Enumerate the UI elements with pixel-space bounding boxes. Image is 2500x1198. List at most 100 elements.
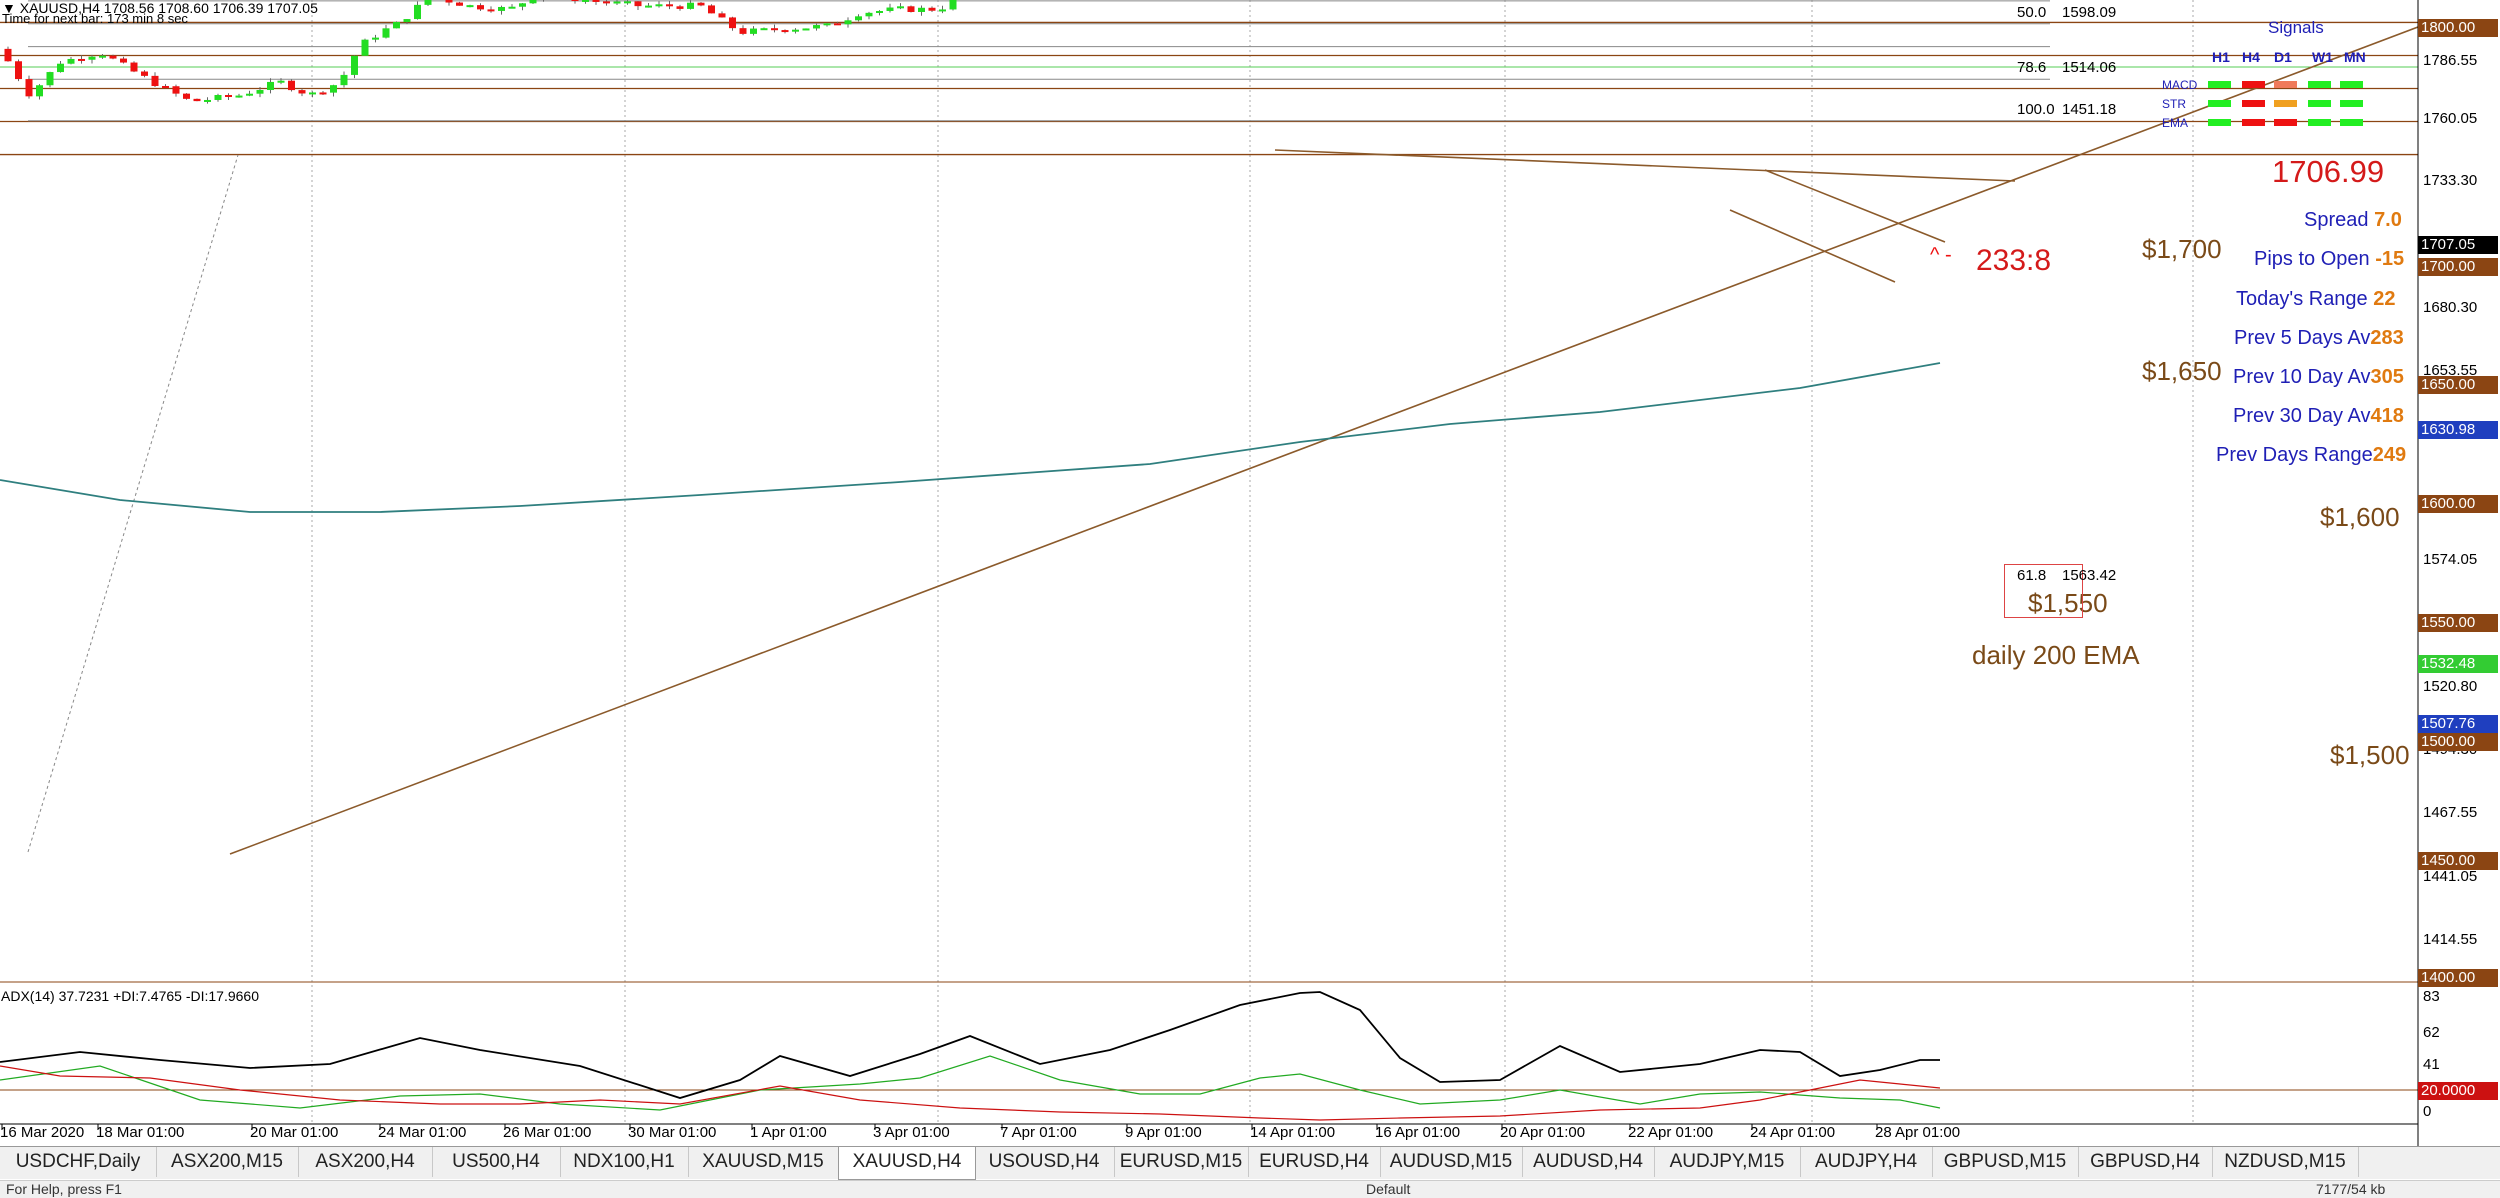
horizontal-levels bbox=[0, 0, 2418, 156]
level-label-1600: $1,600 bbox=[2320, 502, 2400, 532]
price-tick: 1467.55 bbox=[2423, 804, 2478, 821]
tab-eurusd-h4[interactable]: EURUSD,H4 bbox=[1248, 1147, 1381, 1177]
tab-us500-h4[interactable]: US500,H4 bbox=[432, 1147, 561, 1177]
time-tick: 20 Apr 01:00 bbox=[1500, 1124, 1586, 1141]
candle-body bbox=[466, 5, 474, 8]
time-tick-marks bbox=[1, 1124, 1878, 1130]
time-tick: 18 Mar 01:00 bbox=[96, 1124, 185, 1141]
price-tag: 1500.00 bbox=[2418, 733, 2498, 751]
tab-nzdusd-m15[interactable]: NZDUSD,M15 bbox=[2212, 1147, 2359, 1177]
level-label-1500: $1,500 bbox=[2330, 740, 2410, 770]
symbol-line: XAUUSD,H4 1708.56 1708.60 1706.39 1707.0… bbox=[19, 0, 318, 16]
candle-body bbox=[792, 29, 799, 32]
candle-body bbox=[865, 12, 873, 17]
adx-label: ADX(14) 37.7231 +DI:7.4765 -DI:17.9660 bbox=[1, 988, 260, 1004]
tab-usdchf-daily[interactable]: USDCHF,Daily bbox=[0, 1147, 157, 1177]
candle-body bbox=[88, 56, 96, 60]
tab-xauusd-m15[interactable]: XAUUSD,M15 bbox=[688, 1147, 839, 1177]
candle-body bbox=[666, 4, 673, 7]
time-tick: 16 Apr 01:00 bbox=[1375, 1124, 1461, 1141]
level-label-1700: $1,700 bbox=[2142, 234, 2222, 264]
signal-cell bbox=[2242, 81, 2265, 88]
candle-body bbox=[603, 1, 610, 4]
current-price: 1706.99 bbox=[2272, 154, 2385, 189]
tab-ndx100-h1[interactable]: NDX100,H1 bbox=[560, 1147, 689, 1177]
indicator-tick: 83 bbox=[2423, 988, 2440, 1005]
candle-body bbox=[256, 90, 264, 94]
prevdays-label: Prev Days Range bbox=[2216, 444, 2373, 466]
ema-annotation: daily 200 EMA bbox=[1972, 640, 2140, 670]
tab-gbpusd-h4[interactable]: GBPUSD,H4 bbox=[2078, 1147, 2213, 1177]
candle-body bbox=[78, 58, 85, 61]
price-tick: 1574.05 bbox=[2423, 551, 2478, 568]
fib-anchor-line bbox=[27, 154, 239, 853]
trendlines bbox=[27, 26, 2419, 855]
candle-body bbox=[141, 71, 148, 76]
candle-body bbox=[697, 2, 705, 6]
time-tick: 22 Apr 01:00 bbox=[1628, 1124, 1714, 1141]
candle-body bbox=[340, 74, 348, 86]
price-chart[interactable] bbox=[0, 0, 2500, 1146]
price-tag: 1532.48 bbox=[2418, 655, 2498, 673]
spread-label: Spread bbox=[2304, 209, 2369, 231]
price-tag: 1450.00 bbox=[2418, 852, 2498, 870]
rising-trendline bbox=[229, 26, 2419, 855]
price-tick: 1441.05 bbox=[2423, 868, 2478, 885]
signal-cell bbox=[2208, 119, 2231, 126]
price-tick: 1680.30 bbox=[2423, 299, 2478, 316]
time-tick: 1 Apr 01:00 bbox=[750, 1124, 827, 1141]
candle-body bbox=[414, 4, 421, 20]
todays-range-readout: Today's Range 22 bbox=[2236, 288, 2396, 311]
candle-body bbox=[372, 37, 379, 40]
signal-cell bbox=[2274, 81, 2297, 88]
candle-body bbox=[781, 30, 789, 33]
prev10-label: Prev 10 Day Av bbox=[2233, 366, 2371, 388]
candlesticks bbox=[4, 0, 957, 104]
fib-price: 1514.06 bbox=[2062, 59, 2117, 77]
tab-asx200-m15[interactable]: ASX200,M15 bbox=[156, 1147, 299, 1177]
signals-title: Signals bbox=[2268, 18, 2324, 37]
candle-body bbox=[172, 86, 180, 94]
prev10-readout: Prev 10 Day Av305 bbox=[2233, 366, 2404, 389]
prevdays-value: 249 bbox=[2372, 444, 2407, 466]
candle-body bbox=[4, 48, 12, 62]
candle-body bbox=[204, 99, 211, 102]
tab-usousd-h4[interactable]: USOUSD,H4 bbox=[974, 1147, 1115, 1177]
adx-level-tag: 20.0000 bbox=[2418, 1082, 2498, 1100]
prev-days-range-readout: Prev Days Range249 bbox=[2216, 444, 2406, 467]
time-tick: 24 Mar 01:00 bbox=[378, 1124, 467, 1141]
signal-cell bbox=[2340, 119, 2363, 126]
fib-price: 1451.18 bbox=[2062, 100, 2117, 118]
signal-cell bbox=[2274, 119, 2297, 126]
prev30-readout: Prev 30 Day Av418 bbox=[2233, 405, 2404, 428]
tab-gbpusd-m15[interactable]: GBPUSD,M15 bbox=[1932, 1147, 2079, 1177]
time-tick: 9 Apr 01:00 bbox=[1125, 1124, 1202, 1141]
time-tick: 30 Mar 01:00 bbox=[628, 1124, 717, 1141]
candle-body bbox=[571, 0, 579, 2]
price-tag: 1550.00 bbox=[2418, 614, 2498, 632]
tab-audusd-h4[interactable]: AUDUSD,H4 bbox=[1522, 1147, 1655, 1177]
tab-eurusd-m15[interactable]: EURUSD,M15 bbox=[1114, 1147, 1249, 1177]
tab-xauusd-h4[interactable]: XAUUSD,H4 bbox=[838, 1147, 976, 1180]
time-tick: 24 Apr 01:00 bbox=[1750, 1124, 1836, 1141]
time-tick: 20 Mar 01:00 bbox=[250, 1124, 339, 1141]
level-label-1550: $1,550 bbox=[2028, 588, 2108, 618]
candle-body bbox=[771, 28, 778, 31]
candle-body bbox=[624, 1, 631, 4]
signal-row-label: STR bbox=[2162, 97, 2186, 111]
minus-di-line bbox=[0, 1065, 1941, 1121]
tab-audjpy-h4[interactable]: AUDJPY,H4 bbox=[1800, 1147, 1933, 1177]
candle-body bbox=[949, 0, 957, 10]
candle-body bbox=[592, 0, 600, 2]
candle-body bbox=[183, 93, 190, 99]
candle-body bbox=[225, 95, 232, 98]
tab-audjpy-m15[interactable]: AUDJPY,M15 bbox=[1654, 1147, 1801, 1177]
indicator-tick: 62 bbox=[2423, 1024, 2440, 1041]
candle-body bbox=[802, 28, 810, 31]
price-tag: 1650.00 bbox=[2418, 376, 2498, 394]
tab-asx200-h4[interactable]: ASX200,H4 bbox=[298, 1147, 433, 1177]
tab-audusd-m15[interactable]: AUDUSD,M15 bbox=[1380, 1147, 1523, 1177]
candle-body bbox=[382, 28, 390, 38]
price-tick: 1760.05 bbox=[2423, 110, 2478, 127]
candle-body bbox=[109, 55, 117, 59]
